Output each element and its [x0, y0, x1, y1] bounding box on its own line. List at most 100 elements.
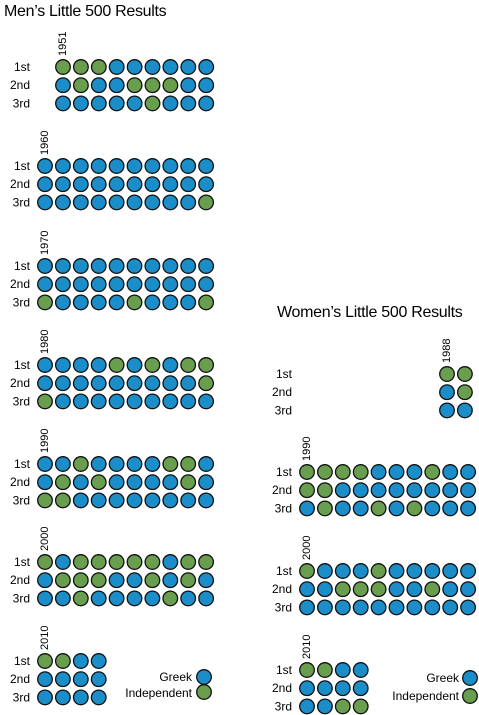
mens-2000-row-label-first: 1st — [14, 555, 31, 569]
mens-result-dot-1977-first — [162, 258, 179, 274]
mens-result-dot-1994-third — [108, 492, 125, 509]
womens-result-dot-2006-third — [406, 599, 423, 616]
womens-result-dot-1995-third — [388, 500, 405, 517]
womens-result-dot-1994-third — [370, 500, 387, 517]
womens-result-dot-1993-third — [352, 500, 369, 517]
mens-1960-row-label-first: 1st — [14, 159, 31, 173]
mens-result-dot-1989-second — [198, 375, 215, 392]
mens-result-dot-1961-third — [54, 194, 71, 211]
womens-result-dot-2012-third — [334, 698, 351, 715]
mens-result-dot-1953-second — [90, 77, 107, 94]
mens-result-dot-1985-second — [126, 375, 143, 392]
womens-result-dot-2013-first — [352, 662, 369, 678]
mens-result-dot-2005-first — [126, 554, 143, 570]
womens-result-dot-2004-second — [370, 581, 387, 598]
womens-result-dot-2002-first — [334, 563, 351, 579]
womens-decade-label-2010: 2010 — [301, 635, 313, 659]
mens-result-dot-2008-first — [180, 554, 197, 570]
mens-result-dot-1970-third — [37, 294, 53, 311]
mens-legend-independent-label: Independent — [125, 686, 192, 700]
womens-legend-greek-label: Greek — [426, 671, 460, 685]
mens-result-dot-1973-third — [90, 294, 107, 311]
mens-result-dot-1974-third — [108, 294, 125, 311]
mens-result-dot-2003-second — [90, 572, 107, 589]
womens-result-dot-1990-second — [299, 482, 315, 499]
womens-result-dot-1999-second — [460, 482, 477, 499]
mens-result-dot-1989-first — [198, 357, 215, 373]
mens-result-dot-1970-first — [37, 258, 53, 274]
mens-result-dot-1965-third — [126, 194, 143, 211]
mens-1951-row-label-third: 3rd — [13, 96, 30, 110]
womens-legend-greek-swatch — [462, 670, 478, 686]
mens-result-dot-2009-third — [198, 590, 215, 607]
mens-result-dot-1971-first — [54, 258, 71, 274]
mens-result-dot-1984-first — [108, 357, 125, 373]
mens-result-dot-1959-second — [198, 77, 215, 94]
mens-result-dot-1998-first — [180, 456, 197, 472]
womens-result-dot-2002-second — [334, 581, 351, 598]
mens-result-dot-1986-second — [144, 375, 161, 392]
mens-result-dot-1992-first — [72, 456, 89, 472]
mens-result-dot-1953-first — [90, 59, 107, 75]
womens-2000-row-label-second: 2nd — [272, 582, 292, 596]
mens-results-grid: 19511st2nd3rd19601st2nd3rd19701st2nd3rd1… — [10, 32, 215, 706]
mens-result-dot-1997-first — [162, 456, 179, 472]
mens-result-dot-2002-first — [72, 554, 89, 570]
mens-result-dot-1988-first — [180, 357, 197, 373]
mens-result-dot-1991-third — [54, 492, 71, 509]
womens-result-dot-2008-third — [442, 599, 459, 616]
mens-result-dot-1968-third — [180, 194, 197, 211]
mens-result-dot-1989-third — [198, 393, 215, 410]
mens-result-dot-1988-third — [180, 393, 197, 410]
mens-result-dot-2000-second — [37, 572, 53, 589]
mens-result-dot-1962-third — [72, 194, 89, 211]
mens-result-dot-1982-first — [72, 357, 89, 373]
mens-result-dot-1983-second — [90, 375, 107, 392]
womens-decade-2010: 2010 1st 2nd 3rd — [272, 635, 369, 715]
womens-result-dot-1995-first — [388, 464, 405, 480]
mens-result-dot-1951-second — [55, 77, 71, 94]
mens-decade-1960: 1960 1st 2nd 3rd — [10, 131, 215, 211]
mens-result-dot-1976-second — [144, 276, 161, 293]
womens-1988-row-label-first: 1st — [276, 367, 293, 381]
mens-result-dot-1980-first — [37, 357, 53, 373]
mens-result-dot-2004-first — [108, 554, 125, 570]
mens-1990-row-label-first: 1st — [14, 457, 31, 471]
womens-result-dot-1989-second — [456, 384, 473, 401]
womens-result-dot-1996-third — [406, 500, 423, 517]
womens-legend: Greek Independent — [392, 670, 478, 704]
mens-decade-1980: 1980 1st 2nd 3rd — [10, 330, 215, 410]
mens-result-dot-1951-first — [55, 59, 71, 75]
mens-result-dot-1961-first — [54, 158, 71, 174]
mens-result-dot-2010-first — [37, 653, 53, 669]
mens-result-dot-1955-first — [126, 59, 143, 75]
mens-result-dot-2002-second — [72, 572, 89, 589]
mens-result-dot-1996-first — [144, 456, 161, 472]
mens-decade-label-1951: 1951 — [57, 32, 69, 56]
mens-result-dot-1959-third — [198, 95, 215, 112]
mens-result-dot-2010-third — [37, 689, 53, 706]
mens-result-dot-1952-first — [72, 59, 89, 75]
mens-result-dot-1978-second — [180, 276, 197, 293]
mens-result-dot-1977-third — [162, 294, 179, 311]
womens-result-dot-2007-third — [424, 599, 441, 616]
mens-result-dot-2006-second — [144, 572, 161, 589]
womens-2000-row-label-third: 3rd — [275, 600, 292, 614]
womens-1988-row-label-second: 2nd — [272, 385, 292, 399]
mens-1970-row-label-first: 1st — [14, 259, 31, 273]
mens-1970-row-label-third: 3rd — [13, 295, 30, 309]
womens-result-dot-1994-second — [370, 482, 387, 499]
mens-result-dot-1981-third — [54, 393, 71, 410]
mens-decade-1951: 1951 1st 2nd 3rd — [10, 32, 215, 112]
mens-result-dot-1956-third — [144, 95, 161, 112]
mens-legend: Greek Independent — [125, 669, 212, 700]
womens-2010-row-label-first: 1st — [276, 663, 293, 677]
mens-result-dot-2000-first — [37, 554, 53, 570]
womens-result-dot-2005-third — [388, 599, 405, 616]
womens-result-dot-2006-first — [406, 563, 423, 579]
mens-result-dot-1999-second — [198, 474, 215, 491]
mens-result-dot-2002-third — [72, 590, 89, 607]
womens-decade-1990: 1990 1st 2nd 3rd — [272, 437, 477, 517]
womens-result-dot-1997-third — [424, 500, 441, 517]
